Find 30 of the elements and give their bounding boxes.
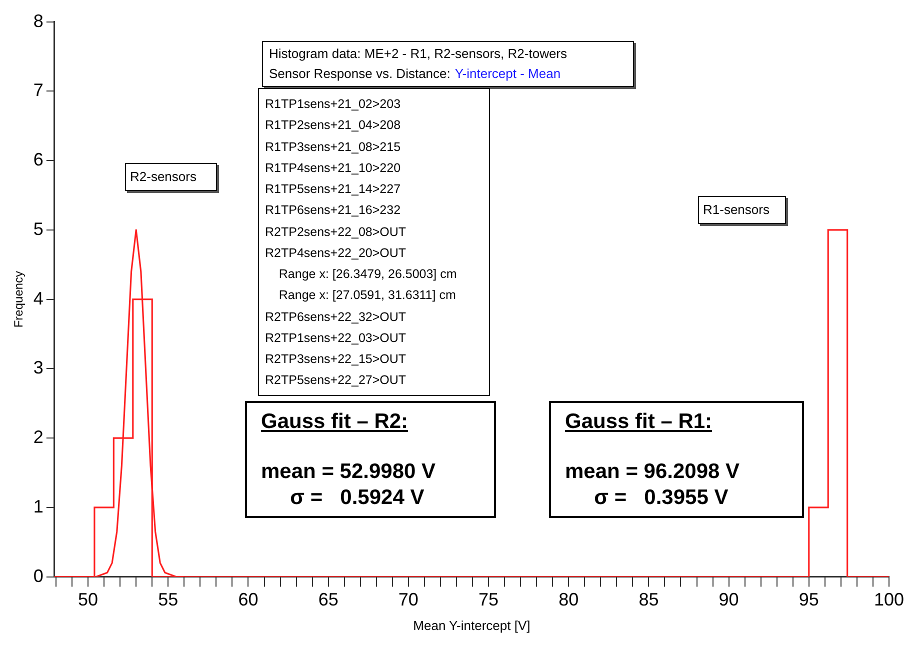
y-tick-label: 8 [33,10,44,31]
x-tick-label: 100 [874,590,904,610]
annotation: Sensor Response vs. Distance: [269,66,450,81]
x-tick-label: 90 [718,590,739,610]
text: Gauss fit – R1: mean = 96.2098 V σ = 0.3955 V [565,410,740,509]
x-tick-label: 55 [158,590,178,610]
x-tick-label: 85 [638,590,659,610]
annotation: R1-sensors [703,202,770,217]
x-tick-label: 60 [238,590,258,610]
text: R1TP1sens+21_02>203 R1TP2sens+21_04>208 R1TP3sens+21_08>215 R1TP4sens+21_10>220 R1TP5sens+21_14>227 R1TP6sens+21_16>232 R2TP2sens+22_08>OUT R2TP4sens+22_20>OUT Range x: [26.3479, 26.5003] cm Range x: [27.0591, 31.6311] cm R2TP6sens+22_32>OUT R2TP1sens+22_03>OUT R2TP3sens+22_15>OUT R2TP5sens+22_27>OUT [265,97,457,388]
y-tick-label: 6 [33,150,44,170]
y-tick-label: 0 [33,566,44,586]
y-axis-title: Frequency [12,270,26,328]
annotation: Histogram data: ME+2 - R1, R2-sensors, R2-towers [269,46,568,61]
y-tick-label: 4 [33,288,44,308]
y-tick-label: 7 [33,80,44,100]
x-tick-label: 70 [398,590,418,610]
text: Gauss fit – R2: mean = 52.9980 V σ = 0.5924 V [261,410,436,509]
annotation: Y-intercept - Mean [454,66,561,81]
x-tick-label: 95 [798,590,819,610]
y-tick-label: 3 [33,358,44,378]
x-axis-title: Mean Y-intercept [V] [413,618,530,633]
x-tick-label: 75 [478,590,499,610]
annotation: R2-sensors [130,169,196,184]
x-tick-label: 50 [78,590,98,610]
x-tick-label: 65 [318,590,338,610]
y-tick-label: 5 [33,218,44,239]
x-tick-label: 80 [558,590,579,610]
y-tick-label: 1 [33,496,44,516]
y-tick-label: 2 [33,427,44,448]
